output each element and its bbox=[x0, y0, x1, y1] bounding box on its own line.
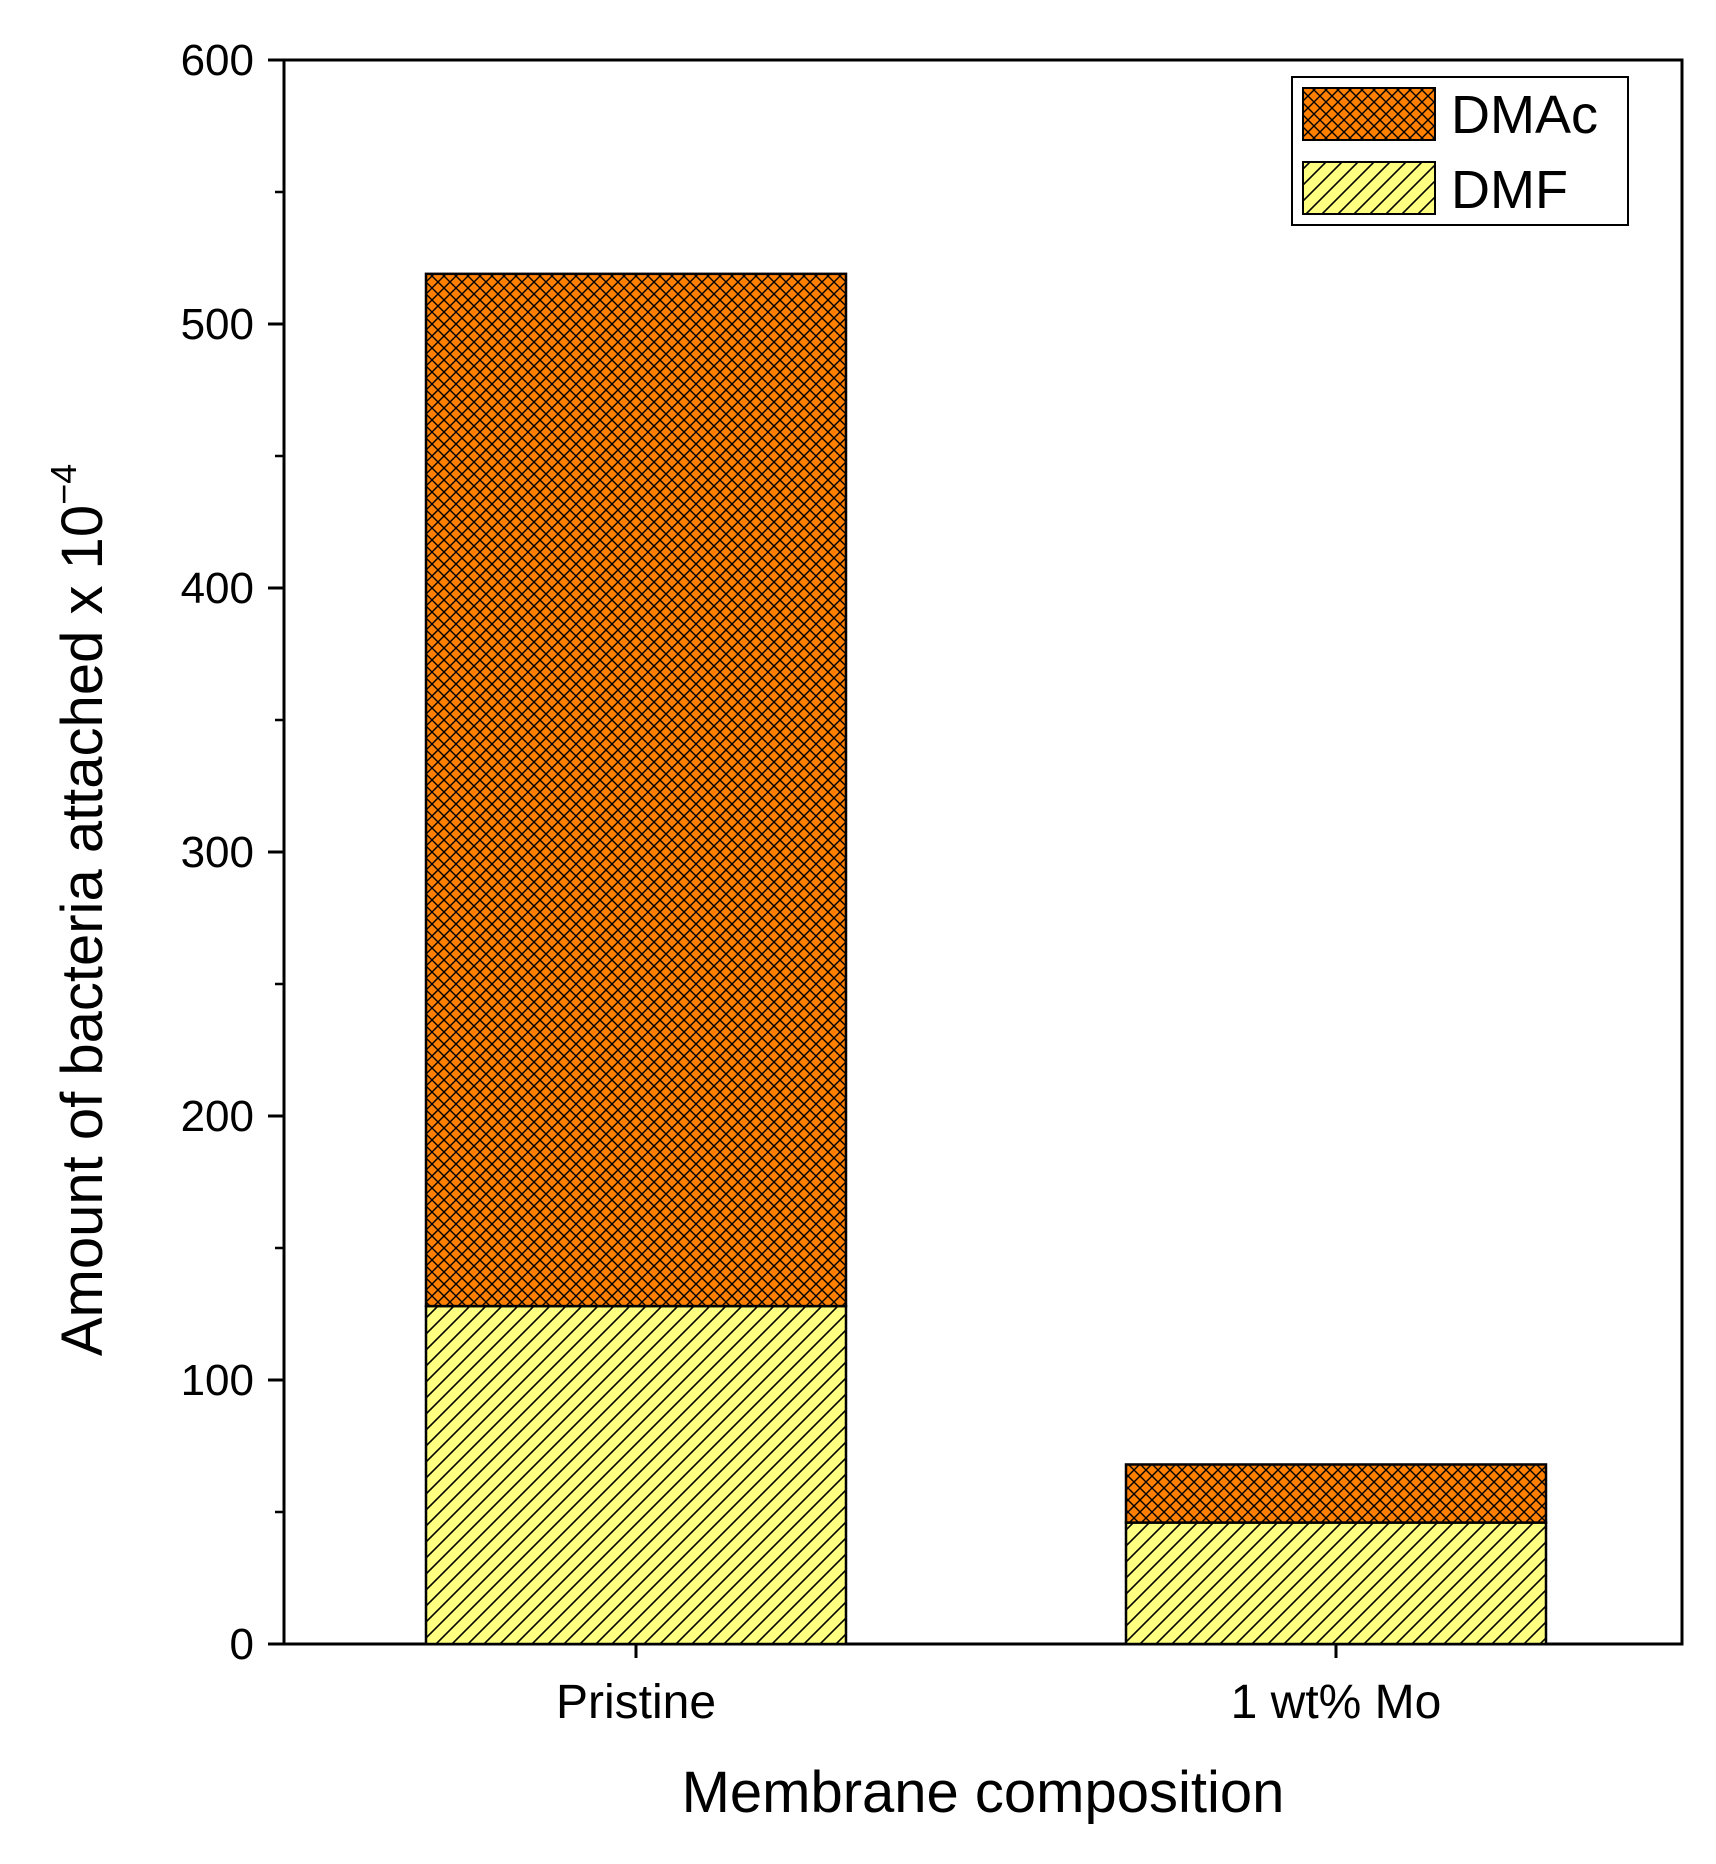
x-axis-title: Membrane composition bbox=[682, 1760, 1285, 1825]
bars-group bbox=[424, 272, 1548, 1646]
bar-dmac-pristine bbox=[424, 272, 848, 1308]
bar-dmac-1-wt-mo bbox=[1124, 1463, 1548, 1524]
x-tick-label-1-wt-mo: 1 wt% Mo bbox=[1231, 1676, 1442, 1729]
x-axis: Pristine 1 wt% Mo bbox=[556, 1644, 1441, 1729]
y-axis-title-exponent: −4 bbox=[43, 464, 84, 505]
y-tick-label: 0 bbox=[230, 1620, 254, 1669]
legend-swatch-dmac bbox=[1302, 87, 1436, 141]
y-tick-label: 600 bbox=[181, 36, 254, 85]
y-tick-label: 300 bbox=[181, 828, 254, 877]
y-axis-title: Amount of bacteria attached x 10−4 bbox=[43, 464, 115, 1356]
x-tick-label-pristine: Pristine bbox=[556, 1676, 716, 1729]
bar-dmf-pristine bbox=[424, 1304, 848, 1646]
y-tick-label: 200 bbox=[181, 1092, 254, 1141]
bar-dmf-1-wt-mo bbox=[1124, 1521, 1548, 1646]
legend-swatch-dmf bbox=[1302, 161, 1436, 215]
y-axis-title-main: Amount of bacteria attached x 10 bbox=[50, 505, 115, 1356]
y-tick-label: 400 bbox=[181, 564, 254, 613]
y-axis: 0 100 200 300 400 500 600 bbox=[181, 36, 284, 1669]
legend-label-dmf: DMF bbox=[1451, 160, 1568, 220]
y-tick-label: 500 bbox=[181, 300, 254, 349]
legend: DMAc DMF bbox=[1291, 76, 1629, 226]
y-tick-label: 100 bbox=[181, 1356, 254, 1405]
legend-label-dmac: DMAc bbox=[1451, 85, 1598, 145]
